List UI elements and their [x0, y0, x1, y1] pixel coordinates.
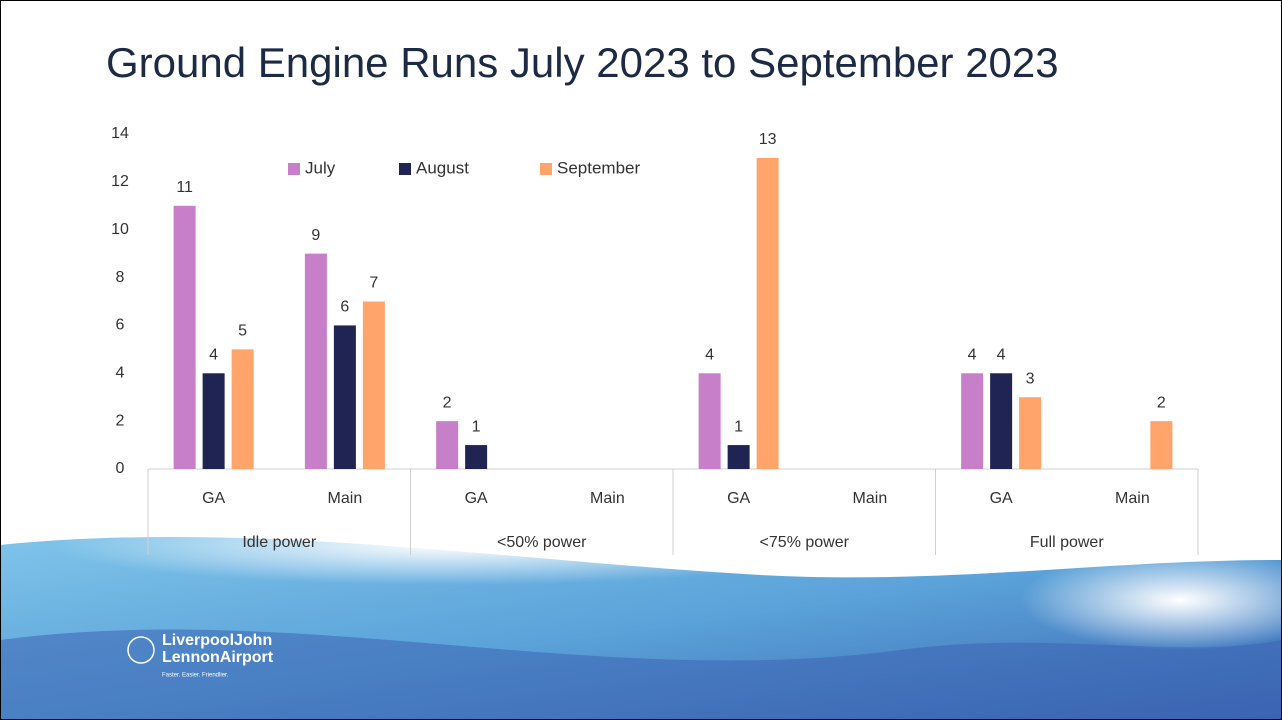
- y-tick-label: 0: [116, 460, 125, 477]
- logo-text: LennonAirport: [162, 649, 274, 666]
- logo: LiverpoolJohn LennonAirport Faster. Easi…: [127, 632, 274, 679]
- group-label: Full power: [1030, 534, 1104, 551]
- bar: [1019, 397, 1042, 469]
- x-tick-label: GA: [465, 490, 488, 507]
- bar: [756, 157, 779, 469]
- data-label: 6: [340, 299, 349, 316]
- y-tick-label: 2: [116, 412, 125, 429]
- group-label: <75% power: [760, 534, 850, 551]
- y-tick-label: 8: [116, 269, 125, 286]
- y-tick-label: 4: [116, 365, 125, 382]
- legend-swatch: [399, 163, 411, 175]
- x-tick-label: GA: [990, 490, 1013, 507]
- y-tick-label: 12: [111, 173, 129, 190]
- bar: [333, 325, 356, 469]
- data-label: 7: [369, 275, 378, 292]
- data-label: 4: [209, 347, 218, 364]
- x-tick-label: Main: [328, 490, 363, 507]
- data-label: 4: [997, 347, 1006, 364]
- x-tick-label: GA: [202, 490, 225, 507]
- bar: [202, 373, 225, 469]
- bar: [961, 373, 984, 469]
- legend-swatch: [288, 163, 300, 175]
- legend-label: July: [305, 158, 336, 177]
- x-tick-label: Main: [590, 490, 625, 507]
- bar: [304, 253, 327, 469]
- bar: [173, 205, 196, 470]
- data-label: 4: [968, 347, 977, 364]
- logo-text: LiverpoolJohn: [162, 632, 272, 649]
- y-tick-label: 14: [111, 125, 129, 142]
- bar: [727, 445, 750, 469]
- data-label: 1: [472, 418, 481, 435]
- bar: [698, 373, 721, 469]
- bar: [990, 373, 1013, 469]
- chart-title: Ground Engine Runs July 2023 to Septembe…: [106, 39, 1059, 86]
- bar: [465, 445, 488, 469]
- group-label: Idle power: [242, 534, 316, 551]
- x-tick-label: GA: [727, 490, 750, 507]
- bar: [362, 301, 385, 469]
- group-label: <50% power: [497, 534, 587, 551]
- x-tick-label: Main: [1115, 490, 1150, 507]
- legend-swatch: [540, 163, 552, 175]
- background-haze: [50, 505, 850, 585]
- bar: [1150, 421, 1173, 469]
- background-wave: [0, 629, 1282, 720]
- bar: [231, 349, 254, 469]
- y-tick-label: 6: [116, 317, 125, 334]
- x-tick-label: Main: [853, 490, 888, 507]
- logo-tagline: Faster. Easier. Friendlier.: [162, 673, 229, 679]
- bar: [436, 421, 459, 469]
- data-label: 5: [238, 323, 247, 340]
- legend-label: September: [557, 158, 640, 177]
- data-label: 13: [759, 131, 777, 148]
- data-label: 2: [443, 394, 452, 411]
- data-label: 2: [1157, 394, 1166, 411]
- logo-icon: [127, 636, 155, 664]
- data-label: 3: [1026, 370, 1035, 387]
- data-label: 1: [734, 418, 743, 435]
- data-label: 11: [176, 179, 193, 196]
- y-tick-label: 10: [111, 221, 129, 238]
- background-haze: [1020, 550, 1282, 650]
- data-label: 9: [311, 227, 320, 244]
- data-label: 4: [705, 347, 714, 364]
- legend-label: August: [416, 158, 469, 177]
